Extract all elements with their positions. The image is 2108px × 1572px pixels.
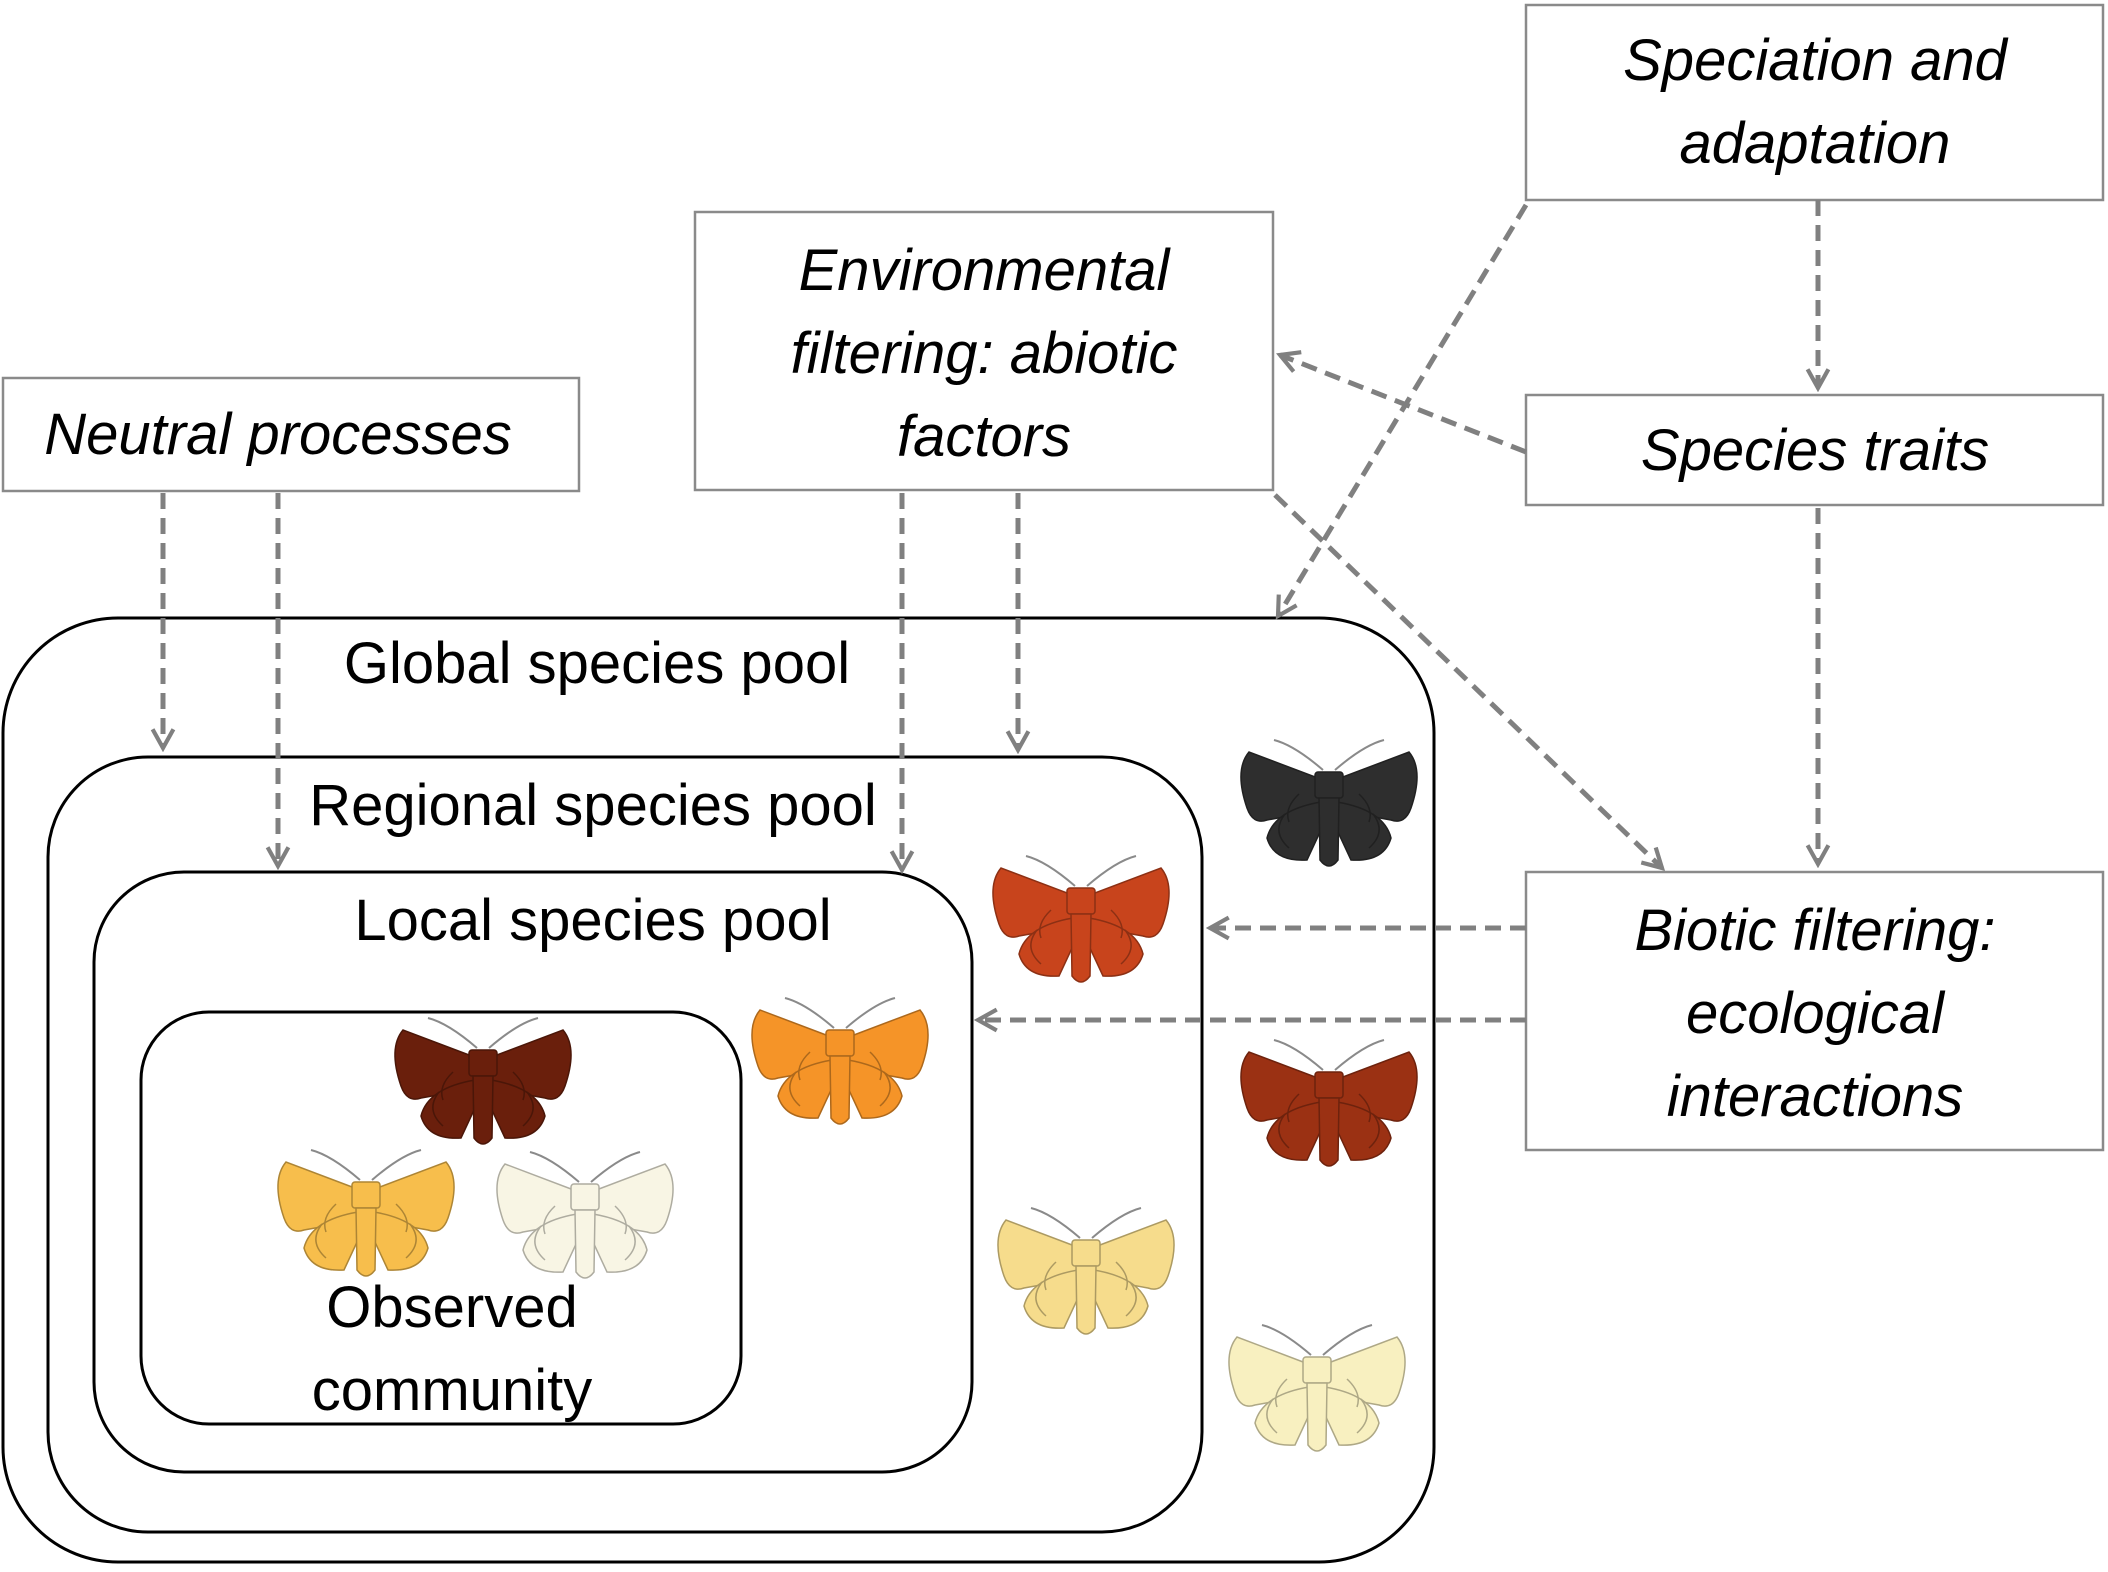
species-traits-box xyxy=(1524,393,2105,507)
biotic-box xyxy=(1524,870,2105,1152)
species-traits-label: Species traits xyxy=(1641,418,1989,483)
arrow-environmental-to-biotic xyxy=(1273,493,1662,868)
environmental-label-line2: filtering: abiotic xyxy=(791,321,1178,386)
local-pool-label: Local species pool xyxy=(354,888,831,953)
neutral-label: Neutral processes xyxy=(44,402,511,467)
biotic-label-line3: interactions xyxy=(1667,1064,1964,1129)
speciation-label-line1: Speciation and xyxy=(1623,28,2008,93)
environmental-label-line3: factors xyxy=(897,404,1071,469)
environmental-label-line1: Environmental xyxy=(799,238,1172,303)
biotic-label-line2: ecological xyxy=(1686,981,1946,1046)
arrow-speciation-to-global xyxy=(1278,203,1529,616)
biotic-label-line1: Biotic filtering: xyxy=(1634,898,1995,963)
observed-community-label-line2: community xyxy=(312,1358,592,1423)
neutral-box xyxy=(1,376,581,493)
observed-community-label-line1: Observed xyxy=(326,1275,577,1340)
global-pool-label: Global species pool xyxy=(344,631,850,696)
environmental-box xyxy=(693,210,1275,492)
regional-pool-label: Regional species pool xyxy=(309,773,876,838)
arrow-traits-to-environmental xyxy=(1280,355,1527,455)
speciation-label-line2: adaptation xyxy=(1680,111,1951,176)
speciation-box xyxy=(1524,3,2105,202)
